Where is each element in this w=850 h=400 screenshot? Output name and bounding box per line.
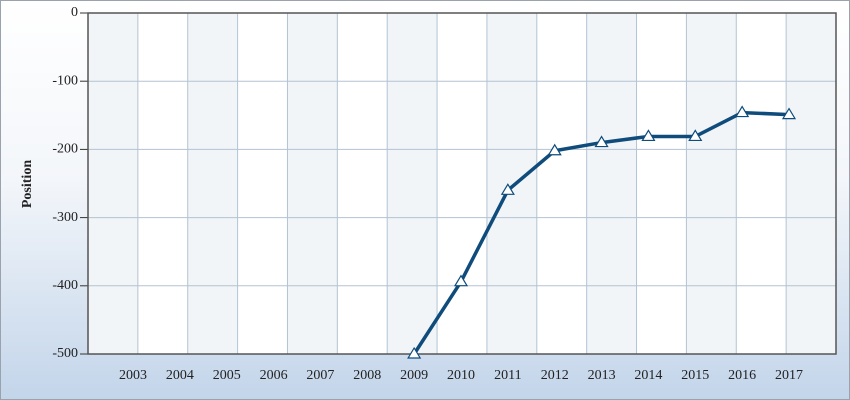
x-tick-label: 2016 xyxy=(728,368,756,383)
y-tick-label: -100 xyxy=(52,73,78,88)
x-tick-label: 2006 xyxy=(260,368,288,383)
plot-band xyxy=(387,13,438,354)
x-tick-label: 2013 xyxy=(588,368,616,383)
y-tick-label: -200 xyxy=(52,142,78,157)
plot-band xyxy=(88,13,138,354)
plot-band xyxy=(786,13,836,354)
plot-band xyxy=(486,13,537,354)
x-tick-label: 2010 xyxy=(447,368,475,383)
x-tick-label: 2014 xyxy=(634,368,662,383)
point-marker xyxy=(547,143,562,156)
x-tick-label: 2007 xyxy=(306,368,334,383)
plot-band xyxy=(686,13,737,354)
plot-band xyxy=(287,13,338,354)
y-tick-label: 0 xyxy=(71,5,78,20)
plot-area xyxy=(88,12,836,355)
x-tick-label: 2008 xyxy=(353,368,381,383)
point-marker xyxy=(453,274,469,287)
x-tick-label: 2005 xyxy=(213,368,241,383)
y-tick-label: -300 xyxy=(52,210,78,225)
x-tick-label: 2012 xyxy=(541,368,569,383)
plot-band xyxy=(187,13,238,354)
plot-band xyxy=(586,13,637,354)
x-tick-label: 2004 xyxy=(166,368,194,383)
point-marker xyxy=(688,129,703,142)
y-tick-label: -400 xyxy=(52,278,78,293)
point-marker xyxy=(594,135,609,148)
plot-border xyxy=(87,12,837,355)
x-tick-label: 2003 xyxy=(119,368,147,383)
x-tick-label: 2015 xyxy=(681,368,709,383)
y-tick-label: -500 xyxy=(52,346,78,361)
point-marker xyxy=(641,129,656,142)
x-tick-label: 2011 xyxy=(494,368,521,383)
point-marker xyxy=(500,183,515,195)
y-axis-title: Position xyxy=(20,160,35,208)
point-marker xyxy=(735,105,750,118)
point-marker xyxy=(781,107,797,120)
x-tick-label: 2009 xyxy=(400,368,428,383)
x-tick-label: 2017 xyxy=(775,368,803,383)
point-marker xyxy=(407,346,422,359)
